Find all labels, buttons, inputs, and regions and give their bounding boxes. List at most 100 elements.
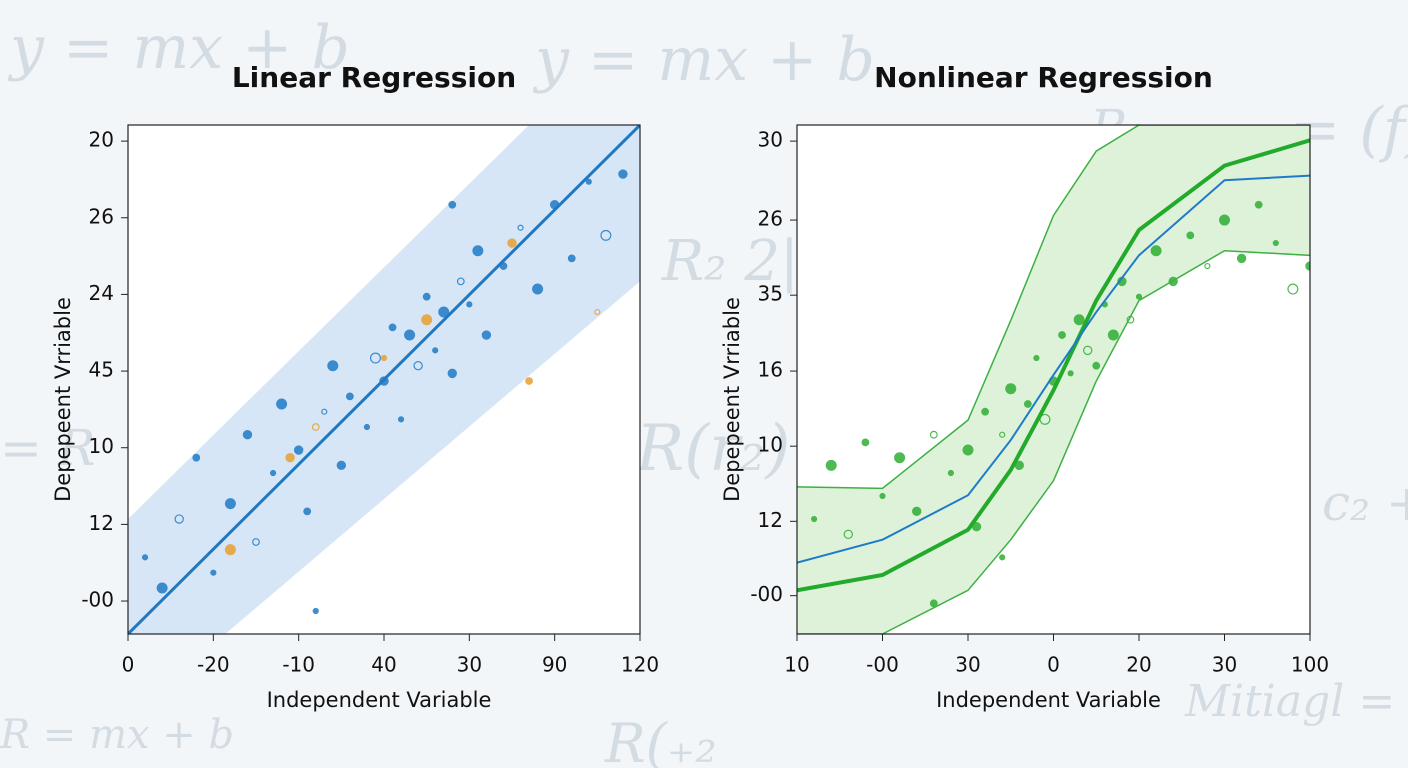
fit-line <box>797 249 1310 634</box>
data-point <box>947 469 955 477</box>
data-point <box>1107 329 1119 341</box>
bg-formula: R(₊₂ <box>604 712 717 768</box>
bg-formula: R₂ 2| <box>661 229 799 294</box>
fit-line <box>797 174 1310 564</box>
data-point <box>192 453 201 462</box>
data-point <box>861 438 870 447</box>
x-tick-label: 0 <box>122 653 135 677</box>
data-point <box>1082 345 1093 356</box>
y-tick-label: 20 <box>89 128 114 152</box>
data-point <box>276 398 288 410</box>
bg-formula: = R <box>0 419 95 477</box>
data-point <box>1236 253 1247 264</box>
data-point <box>481 330 492 340</box>
data-point <box>141 554 149 561</box>
fit-line <box>797 138 1310 593</box>
data-point <box>1073 314 1085 326</box>
y-tick-label: 35 <box>758 282 783 306</box>
data-point <box>466 301 473 308</box>
chart: 10 -00 30 0 20 30 100 -00 12 10 16 35 26 30 Nonlinear … <box>720 61 1329 712</box>
y-axis-label: Depepeent Vrriable <box>720 297 744 502</box>
x-tick-label: -00 <box>866 653 899 677</box>
x-tick-label: 10 <box>784 653 809 677</box>
x-tick-label: 100 <box>1291 653 1329 677</box>
data-point <box>397 416 405 423</box>
x-tick-label: 30 <box>1212 653 1237 677</box>
y-tick-label: 12 <box>758 508 783 532</box>
fit-line <box>128 125 640 634</box>
data-point <box>585 178 592 185</box>
x-axis-label: Independent Variable <box>936 688 1161 712</box>
y-tick-label: 10 <box>89 434 114 458</box>
y-tick-label: 12 <box>89 511 114 535</box>
data-point <box>422 292 431 301</box>
x-tick-label: 40 <box>371 653 396 677</box>
data-point <box>929 430 938 439</box>
y-axis-label: Depepeent Vrriable <box>51 297 75 502</box>
data-point <box>1287 283 1299 295</box>
data-point <box>618 169 628 179</box>
data-point <box>421 314 433 326</box>
y-tick-label: 26 <box>89 204 114 228</box>
data-point <box>456 277 465 286</box>
x-tick-label: 20 <box>1126 653 1151 677</box>
data-point <box>1023 400 1032 408</box>
data-point <box>1058 331 1066 339</box>
data-point <box>413 361 423 371</box>
data-point <box>285 452 295 463</box>
y-tick-label: 24 <box>89 281 114 305</box>
data-point <box>525 377 533 385</box>
data-point <box>432 347 439 354</box>
data-point <box>447 368 457 379</box>
bg-formula: y = mx + b <box>7 13 350 83</box>
x-tick-label: 30 <box>457 653 482 677</box>
data-point <box>1218 214 1230 226</box>
data-point <box>1150 245 1162 257</box>
data-point <box>981 407 989 416</box>
data-point <box>843 529 854 540</box>
data-point <box>242 429 253 440</box>
data-point <box>336 460 347 471</box>
data-point <box>517 224 524 231</box>
data-point <box>224 498 236 510</box>
x-tick-label: -10 <box>282 653 315 677</box>
data-point <box>321 408 328 415</box>
data-point <box>303 507 312 516</box>
data-point <box>912 506 922 517</box>
data-point <box>1204 262 1211 270</box>
x-tick-label: 0 <box>1047 653 1060 677</box>
data-point <box>1092 361 1101 370</box>
data-point <box>879 492 886 500</box>
chart: 0 -20 -10 40 30 90 120 -00 12 10 45 24 26 20 Linear Re… <box>51 61 659 712</box>
data-point <box>156 582 168 594</box>
data-point <box>404 329 416 341</box>
bg-formula: c₂ + l <box>1322 474 1408 532</box>
x-axis-label: Independent Variable <box>267 688 492 712</box>
data-point <box>363 423 371 431</box>
data-point <box>962 444 974 456</box>
x-tick-label: -20 <box>197 653 230 677</box>
data-point <box>810 515 818 523</box>
y-tick-label: 26 <box>758 207 783 231</box>
bg-formula: R = mx + b <box>0 712 234 758</box>
data-point <box>252 538 260 546</box>
data-point <box>388 323 397 332</box>
y-tick-label: 16 <box>758 358 783 382</box>
data-point <box>174 514 184 524</box>
plot-content <box>797 125 1310 634</box>
data-point <box>293 445 304 455</box>
data-point <box>567 254 576 263</box>
x-tick-label: 120 <box>621 653 659 677</box>
y-tick-label: -00 <box>750 582 783 606</box>
data-point <box>448 200 457 209</box>
data-point <box>210 569 217 576</box>
data-point <box>312 607 319 615</box>
bg-formula: R(r₂) <box>635 412 790 486</box>
data-point <box>1186 231 1195 240</box>
fit-line <box>797 125 1310 490</box>
y-tick-label: -00 <box>81 588 114 612</box>
data-point <box>1005 383 1017 395</box>
data-point <box>269 469 277 477</box>
